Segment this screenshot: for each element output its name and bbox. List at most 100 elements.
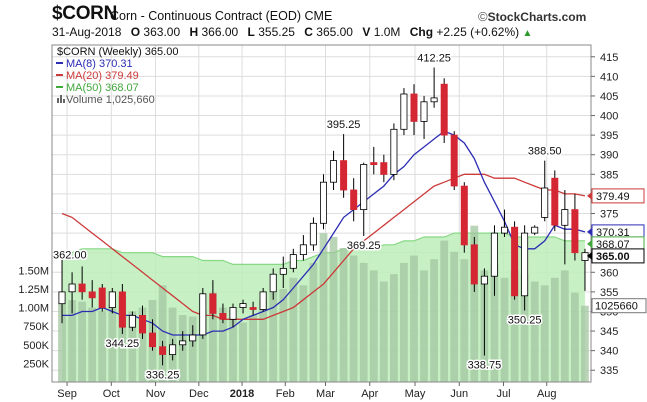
time-axis: Sep Oct Nov Dec 2018 Feb Mar Apr May Jun Jul Aug	[57, 382, 557, 400]
price-tick-label: 335	[600, 365, 618, 377]
volume-label: V	[362, 25, 371, 39]
change-value: +2.25 (+0.62%)	[436, 25, 520, 39]
price-axis: 3353403453503553603653703753803853903954…	[591, 52, 618, 377]
price-annotation: 388.50	[528, 146, 562, 158]
volume-bar	[339, 248, 348, 382]
price-tag-label: 379.49	[596, 191, 630, 203]
volume-bar	[108, 303, 117, 382]
volume-bar	[128, 311, 137, 382]
open-value: 363.00	[143, 25, 181, 39]
price-annotation: 338.75	[468, 360, 502, 372]
volume-bar	[198, 311, 207, 382]
candle-up	[430, 97, 438, 103]
volume-bar	[239, 322, 247, 382]
volume-bar	[490, 262, 499, 382]
volume-bar	[209, 292, 217, 382]
volume-tick-label: 1.25M	[18, 284, 49, 296]
high-label: H	[189, 25, 199, 39]
candle-up	[420, 101, 428, 122]
price-tick-label: 385	[600, 169, 618, 181]
legend-entry: MA(50) 368.07	[66, 82, 139, 94]
open-label: O	[130, 25, 141, 39]
volume-bar	[410, 255, 418, 382]
price-tick-label: 395	[600, 130, 618, 142]
time-tick-label: Aug	[537, 388, 557, 400]
price-annotation: 412.25	[417, 53, 451, 65]
candle-up	[541, 187, 549, 218]
low-label: L	[247, 25, 255, 39]
candle-down	[138, 314, 146, 334]
ma20-line	[61, 173, 586, 320]
candle-up	[360, 164, 368, 210]
candle-down	[209, 293, 217, 314]
price-tick-label: 415	[600, 52, 618, 64]
volume-bar	[158, 285, 167, 382]
volume-bar	[430, 259, 438, 382]
volume-bar	[188, 316, 197, 382]
volume-axis: 250K 500K 750K 1.00M 1.25M 1.50M	[18, 265, 49, 370]
price-annotation: 350.25	[508, 315, 542, 327]
volume-bar	[259, 300, 267, 382]
close-value: 365.00	[316, 25, 353, 39]
close-label: C	[304, 25, 313, 39]
candle-down	[350, 189, 358, 211]
candle-up	[179, 340, 187, 346]
candle-up	[58, 291, 66, 305]
exchange-label: CME	[304, 9, 333, 23]
candle-down	[370, 162, 378, 166]
brand-name: StockCharts.com	[487, 10, 587, 24]
change-up-icon: ▲	[522, 28, 533, 39]
time-tick-label: Jun	[450, 388, 468, 400]
time-tick-label: Feb	[276, 388, 295, 400]
copyright-icon: ©	[478, 9, 488, 24]
volume-bar	[369, 270, 378, 382]
volume-bar	[319, 233, 328, 382]
candle-down	[159, 346, 167, 355]
volume-bar	[98, 310, 107, 382]
volume-bar	[470, 225, 479, 382]
legend-entry: Volume 1,025,660	[66, 94, 155, 106]
candle-up	[309, 222, 317, 246]
volume-bar	[58, 303, 66, 382]
volume-tick-label: 1.00M	[18, 303, 49, 315]
volume-bar	[359, 262, 368, 382]
volume-bar	[420, 270, 428, 382]
price-tick-label: 375	[600, 209, 618, 221]
price-tag-label: 370.31	[596, 227, 630, 239]
volume-bar	[520, 274, 529, 382]
legend-symbol-label: $CORN (Weekly) 365.00	[57, 46, 178, 58]
volume-bar	[450, 251, 459, 382]
price-tag-pointer	[587, 239, 592, 248]
volume-bar	[550, 277, 559, 382]
volume-bar	[88, 307, 97, 382]
candle-up	[490, 232, 498, 277]
volume-bar	[390, 274, 398, 382]
price-tag-label: 365.00	[596, 251, 630, 263]
volume-bar	[440, 240, 449, 382]
candle-up	[239, 303, 247, 308]
volume-bar	[249, 315, 257, 382]
legend: $CORN (Weekly) 365.00 MA(8) 370.31MA(20)…	[56, 46, 178, 106]
low-value: 355.25	[258, 25, 295, 39]
volume-bar	[460, 259, 469, 382]
volume-bar	[571, 292, 579, 382]
price-tick-label: 340	[600, 346, 618, 358]
candle-down	[511, 226, 519, 297]
volume-tick-label: 250K	[23, 358, 49, 370]
candle-down	[440, 83, 448, 136]
moving-average-lines	[61, 130, 586, 336]
volume-bar	[560, 270, 569, 382]
candle-down	[571, 209, 579, 254]
candle-up	[229, 307, 237, 320]
brand-logo[interactable]: ©StockCharts.com	[478, 9, 586, 24]
candle-down	[98, 287, 106, 309]
price-annotation: 336.25	[146, 369, 180, 381]
candle-up	[169, 344, 177, 355]
volume-bar	[269, 292, 278, 382]
candlesticks	[58, 67, 589, 366]
quote-bar: 31-Aug-2018 O 363.00 H 366.00 L 355.25 C…	[52, 25, 532, 39]
volume-bar	[219, 307, 227, 382]
candle-down	[551, 177, 559, 226]
